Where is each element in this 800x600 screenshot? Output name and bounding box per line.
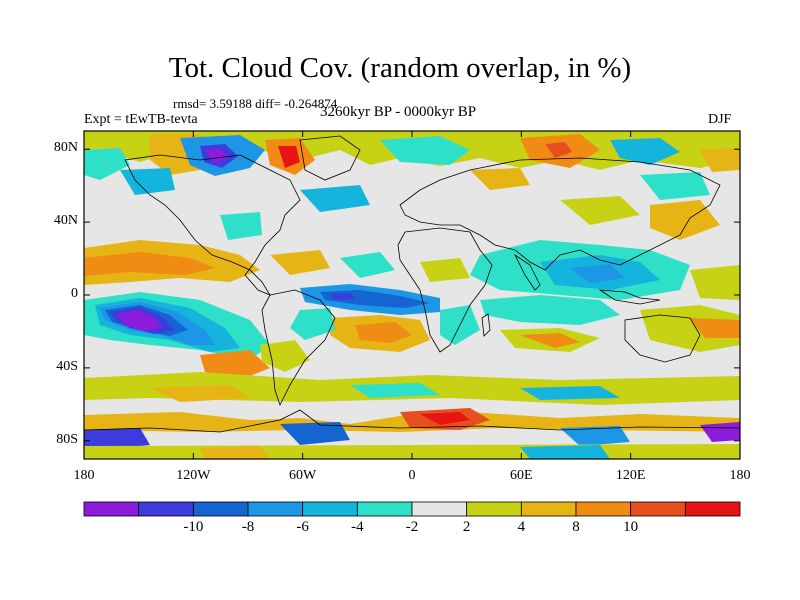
stats-label: rmsd= 3.59188 diff= -0.264874 bbox=[173, 96, 338, 111]
field-patch bbox=[420, 412, 470, 425]
field-patch bbox=[640, 172, 710, 200]
colorbar-swatch bbox=[83, 501, 140, 517]
lon-tick-label: 120E bbox=[615, 468, 646, 483]
field-patch bbox=[340, 252, 395, 278]
plot-title: Tot. Cloud Cov. (random overlap, in %) bbox=[168, 52, 632, 84]
field-patch bbox=[610, 138, 680, 165]
field-patch bbox=[220, 212, 262, 240]
colorbar-swatch bbox=[575, 501, 632, 517]
field-patch bbox=[290, 308, 335, 340]
colorbar-tick-label: -8 bbox=[241, 519, 255, 535]
colorbar-swatch bbox=[192, 501, 249, 517]
colorbar-tick-label: 2 bbox=[462, 519, 471, 535]
colorbar-tick-label: -6 bbox=[296, 519, 309, 535]
field-patch bbox=[570, 264, 625, 283]
lat-tick-label: 0 bbox=[71, 286, 78, 301]
coastline-north-america bbox=[124, 154, 301, 296]
colorbar-swatch bbox=[247, 501, 304, 517]
colorbar-swatch bbox=[138, 501, 194, 517]
lat-tick-label: 40S bbox=[56, 358, 78, 374]
field-patch bbox=[520, 386, 620, 400]
field-patch bbox=[278, 146, 300, 168]
field-patch bbox=[270, 250, 330, 275]
field-patch bbox=[470, 168, 530, 190]
coastline-africa bbox=[397, 227, 493, 353]
lon-tick-label: 180 bbox=[73, 468, 95, 483]
coastline-greenland bbox=[299, 135, 361, 181]
lon-tick-label: 60W bbox=[289, 468, 317, 483]
coastline-madagascar bbox=[481, 313, 491, 337]
field-patch bbox=[350, 383, 440, 398]
colorbar-tick-label: -10 bbox=[183, 519, 204, 535]
field-patch bbox=[200, 350, 270, 380]
colorbar-tick-label: 8 bbox=[572, 519, 580, 535]
lon-tick-label: 60E bbox=[510, 468, 533, 483]
coastlines bbox=[84, 135, 740, 433]
colorbar-swatch bbox=[466, 501, 522, 517]
field-patch bbox=[380, 136, 470, 165]
colorbar-tick-label: -2 bbox=[405, 519, 419, 535]
field-patch bbox=[560, 426, 630, 446]
tick-marks bbox=[83, 131, 741, 459]
field-patch bbox=[700, 148, 740, 172]
field-patch bbox=[84, 148, 130, 180]
colorbar-swatch bbox=[302, 501, 358, 517]
colorbar-swatch bbox=[520, 501, 577, 517]
field-patch bbox=[640, 305, 740, 352]
colorbar-tick-label: 4 bbox=[517, 519, 526, 535]
field-patch bbox=[117, 310, 162, 331]
field-patch bbox=[520, 445, 610, 459]
coastline-indonesia bbox=[598, 289, 661, 305]
coastline-australia bbox=[624, 314, 701, 363]
experiment-label: Expt = tEwTB-tevta bbox=[84, 112, 198, 127]
field-patch bbox=[690, 318, 740, 338]
field-patch bbox=[545, 142, 572, 158]
field-patch bbox=[420, 258, 470, 282]
field-patch bbox=[150, 385, 250, 402]
field-patch bbox=[120, 168, 175, 195]
colorbar-tick-label: -4 bbox=[351, 519, 364, 535]
coastline-antarctica bbox=[84, 409, 740, 433]
season-label: DJF bbox=[708, 112, 732, 127]
coastline-south-america bbox=[261, 289, 336, 407]
field-patch bbox=[280, 422, 350, 445]
field-patch bbox=[520, 333, 580, 348]
lon-tick-label: 180 bbox=[729, 468, 751, 483]
lat-tick-label: 80N bbox=[53, 140, 78, 156]
anomaly-field bbox=[84, 131, 740, 459]
colorbar-swatch bbox=[411, 501, 468, 517]
field-patch bbox=[300, 185, 370, 212]
lat-tick-label: 80S bbox=[56, 431, 78, 447]
field-patch bbox=[330, 293, 355, 300]
field-patch bbox=[700, 422, 740, 442]
field-patch bbox=[84, 428, 150, 450]
period-label: 3260kyr BP - 0000kyr BP bbox=[320, 104, 477, 120]
field-patch bbox=[84, 252, 215, 276]
colorbar-swatch bbox=[356, 501, 413, 517]
colorbar bbox=[83, 501, 741, 517]
colorbar-swatch bbox=[684, 501, 741, 517]
lon-tick-label: 0 bbox=[408, 468, 416, 483]
lat-tick-label: 40N bbox=[53, 213, 78, 229]
coastline-india bbox=[513, 253, 541, 291]
field-patch bbox=[690, 265, 740, 300]
field-patch bbox=[480, 295, 620, 325]
field-patch bbox=[355, 322, 412, 343]
coastline-eurasia bbox=[399, 157, 721, 271]
lon-tick-label: 120W bbox=[176, 468, 211, 483]
field-patch bbox=[205, 148, 228, 164]
colorbar-tick-label: 10 bbox=[623, 519, 639, 535]
colorbar-swatch bbox=[630, 501, 686, 517]
field-patch bbox=[560, 196, 640, 225]
field-patch bbox=[200, 446, 270, 459]
